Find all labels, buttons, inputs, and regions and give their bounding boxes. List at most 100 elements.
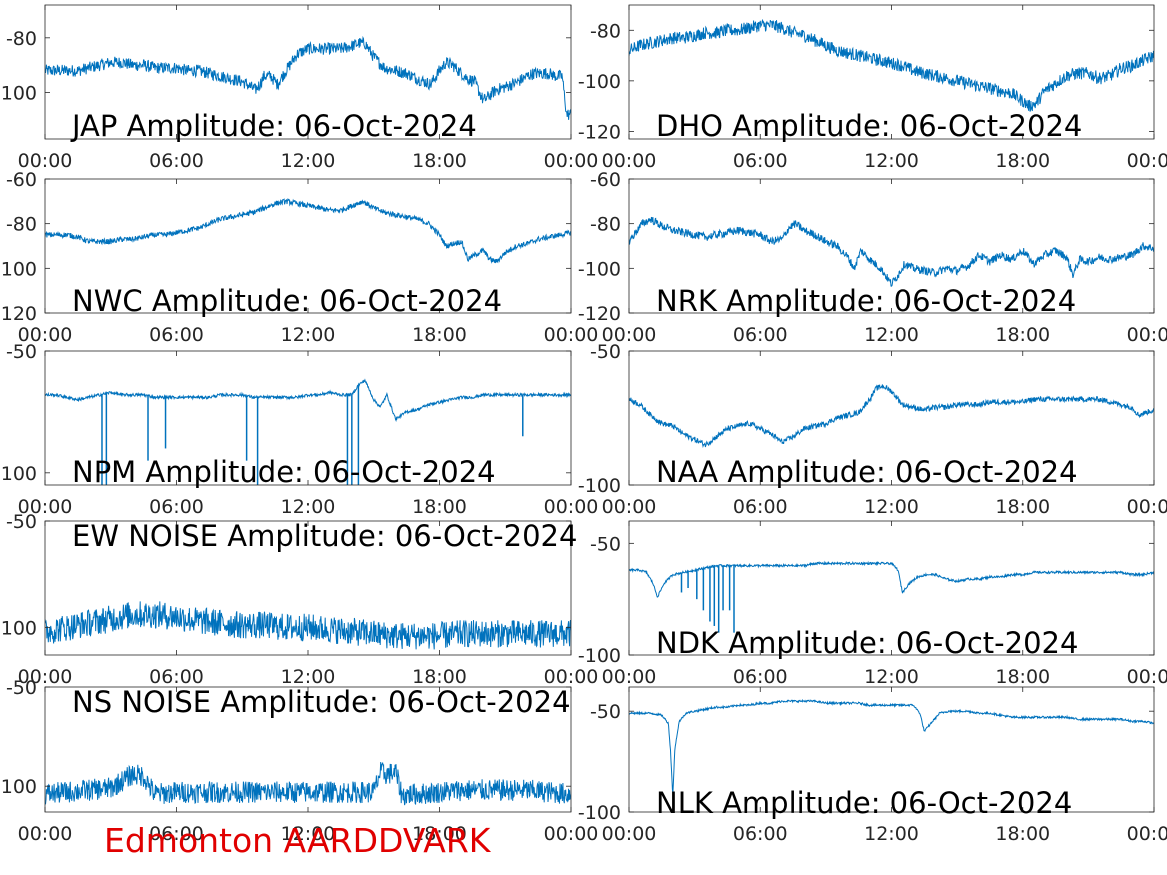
x-tick-label: 18:00: [995, 666, 1050, 688]
x-tick-label: 18:00: [412, 823, 467, 845]
x-tick-label: 06:00: [733, 823, 788, 845]
y-tick-label: -80: [6, 214, 37, 236]
y-tick-label: -50: [6, 677, 37, 699]
x-tick-label: 00:00: [18, 324, 73, 346]
series-line: [45, 198, 571, 264]
x-tick-label: 18:00: [412, 496, 467, 518]
x-tick-label: 06:00: [149, 823, 204, 845]
y-tick-label: -50: [590, 533, 621, 555]
x-tick-label: 00:00: [602, 324, 657, 346]
series-line: [629, 384, 1154, 449]
series-line: [629, 560, 1154, 598]
panel-5: 00:00 06:00 12:00 18:00 00:00 -50 -100 NAA Ampl…: [578, 341, 1167, 518]
panel-2: 00:00 06:00 12:00 18:00 00:00 -60 -80 100 120 NWC…: [1, 169, 599, 346]
panel-title: JAP Amplitude: 06-Oct-2024: [70, 109, 477, 143]
panel-title: NWC Amplitude: 06-Oct-2024: [72, 284, 502, 318]
panel-9: 00:00 06:00 12:00 18:00 00:00 -50 -100 NLK Ampl…: [578, 686, 1167, 845]
x-tick-label: 00:00: [18, 496, 73, 518]
series-line: [45, 601, 571, 650]
x-tick-label: 18:00: [995, 496, 1050, 518]
panel-title: NLK Amplitude: 06-Oct-2024: [656, 786, 1072, 820]
y-tick-label: -80: [6, 28, 37, 50]
y-tick-label: -60: [6, 169, 37, 191]
x-tick-label: 00:00: [18, 150, 73, 172]
panel-7: 00:00 06:00 12:00 18:00 00:00 -50 -100 NDK Ampl…: [578, 520, 1167, 688]
x-tick-label: 12:00: [281, 150, 336, 172]
y-tick-label: -60: [590, 169, 621, 191]
panel-title: NRK Amplitude: 06-Oct-2024: [656, 284, 1076, 318]
x-tick-label: 00:00: [602, 823, 657, 845]
x-tick-label: 06:00: [149, 150, 204, 172]
x-tick-label: 00:00: [1127, 823, 1167, 845]
x-tick-label: 12:00: [864, 324, 919, 346]
series-line: [629, 216, 1154, 287]
y-tick-label: -100: [578, 802, 621, 824]
series-line: [45, 35, 571, 120]
y-tick-label: -100: [578, 645, 621, 667]
y-tick-label: 100: [1, 617, 37, 639]
x-tick-label: 00:00: [544, 324, 599, 346]
panel-title: EW NOISE Amplitude: 06-Oct-2024: [72, 519, 577, 553]
series-line: [45, 378, 571, 423]
panel-6: 00:00 06:00 12:00 18:00 00:00 -50 100 EW NOISE …: [1, 511, 599, 688]
y-tick-label: -120: [578, 303, 621, 325]
x-tick-label: 00:00: [18, 823, 73, 845]
x-tick-label: 12:00: [281, 823, 336, 845]
x-tick-label: 18:00: [995, 324, 1050, 346]
x-tick-label: 18:00: [995, 823, 1050, 845]
y-tick-label: 100: [1, 83, 37, 105]
x-tick-label: 00:00: [18, 666, 73, 688]
x-tick-label: 18:00: [412, 150, 467, 172]
x-tick-label: 06:00: [733, 324, 788, 346]
x-tick-label: 12:00: [864, 150, 919, 172]
y-tick-label: -100: [578, 71, 621, 93]
y-tick-label: -50: [6, 511, 37, 533]
x-tick-label: 12:00: [281, 496, 336, 518]
y-tick-label: 100: [1, 463, 37, 485]
series-line: [629, 698, 1154, 793]
x-tick-label: 12:00: [864, 666, 919, 688]
x-tick-label: 12:00: [281, 666, 336, 688]
x-tick-label: 18:00: [412, 666, 467, 688]
x-tick-label: 00:00: [544, 666, 599, 688]
x-tick-label: 06:00: [149, 666, 204, 688]
panel-3: 00:00 06:00 12:00 18:00 00:00 -60 -80 -100 -120 N…: [578, 169, 1167, 346]
y-tick-label: -50: [590, 341, 621, 363]
y-tick-label: -50: [6, 341, 37, 363]
x-tick-label: 06:00: [733, 150, 788, 172]
x-tick-label: 12:00: [864, 496, 919, 518]
panel-title: DHO Amplitude: 06-Oct-2024: [656, 109, 1082, 143]
x-tick-label: 00:00: [602, 496, 657, 518]
series-line: [629, 18, 1154, 112]
x-tick-label: 00:00: [544, 496, 599, 518]
x-tick-label: 12:00: [281, 324, 336, 346]
y-tick-label: -80: [590, 214, 621, 236]
y-tick-label: -100: [578, 475, 621, 497]
x-tick-label: 00:00: [602, 150, 657, 172]
x-tick-label: 06:00: [733, 666, 788, 688]
station-label: Edmonton AARDDVARK: [104, 821, 491, 860]
x-tick-label: 06:00: [149, 496, 204, 518]
panel-title: NS NOISE Amplitude: 06-Oct-2024: [72, 685, 571, 719]
panel-0: 00:00 06:00 12:00 18:00 00:00 -80 100 JAP Ampli…: [1, 4, 599, 172]
panel-title: NDK Amplitude: 06-Oct-2024: [656, 626, 1078, 660]
y-tick-label: -100: [578, 258, 621, 280]
panel-8: 00:00 06:00 12:00 18:00 00:00 -50 100 NS NOISE …: [1, 677, 599, 845]
x-tick-label: 00:00: [1127, 150, 1167, 172]
y-tick-label: -80: [590, 20, 621, 42]
y-tick-label: 120: [1, 303, 37, 325]
y-tick-label: -120: [578, 121, 621, 143]
x-tick-label: 12:00: [864, 823, 919, 845]
y-tick-label: -50: [590, 701, 621, 723]
x-tick-label: 00:00: [544, 150, 599, 172]
panel-title: NAA Amplitude: 06-Oct-2024: [656, 455, 1078, 489]
x-tick-label: 06:00: [149, 324, 204, 346]
series-line: [45, 761, 571, 806]
x-tick-label: 06:00: [733, 496, 788, 518]
x-tick-label: 00:00: [544, 823, 599, 845]
y-tick-label: 100: [1, 776, 37, 798]
x-tick-label: 00:00: [1127, 666, 1167, 688]
x-tick-label: 00:00: [1127, 324, 1167, 346]
x-tick-label: 00:00: [1127, 496, 1167, 518]
